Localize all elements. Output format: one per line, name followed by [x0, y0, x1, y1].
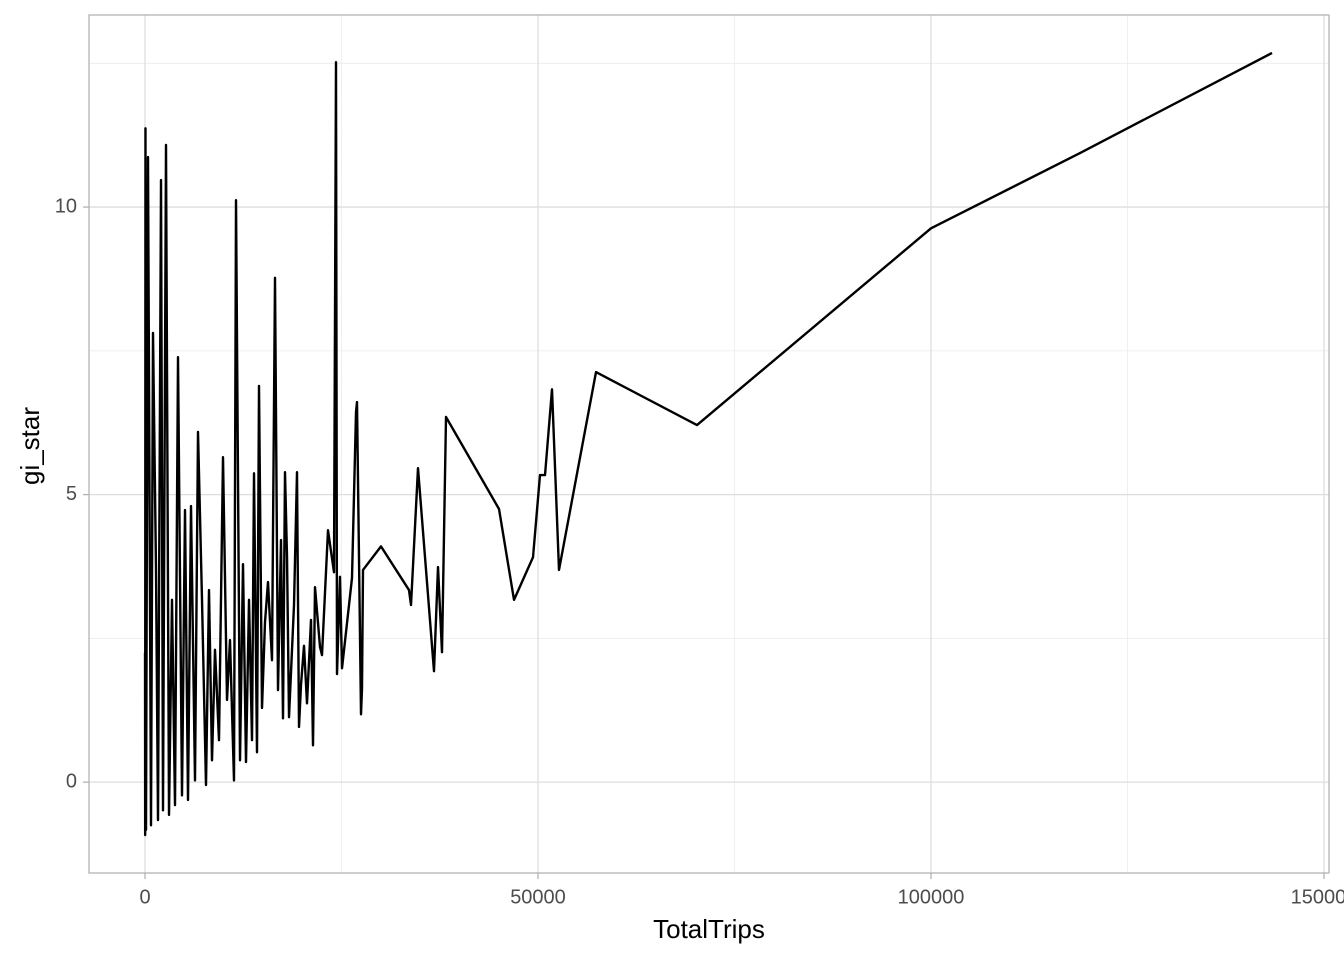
y-tick-label: 0 — [66, 770, 77, 792]
y-axis-title: gi_star — [15, 407, 45, 485]
y-tick-label: 10 — [55, 195, 77, 217]
x-tick-label: 100000 — [898, 886, 965, 908]
x-tick-label: 0 — [139, 886, 150, 908]
data-line — [143, 51, 1273, 837]
panel-border — [88, 14, 1330, 874]
x-tick-label: 50000 — [510, 886, 566, 908]
y-tick-label: 5 — [66, 483, 77, 505]
x-axis-title: TotalTrips — [653, 914, 765, 944]
